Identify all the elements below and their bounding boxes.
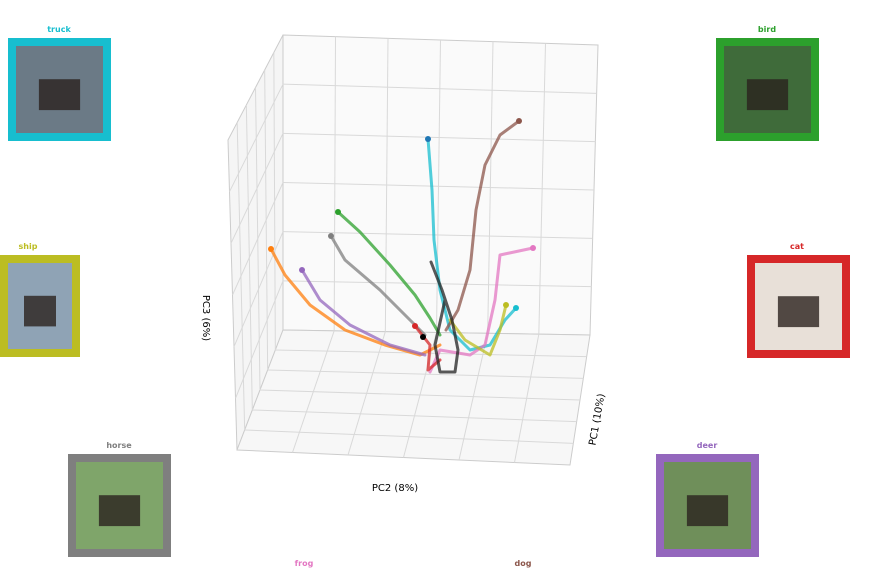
image-label: cat (790, 242, 804, 251)
image-label: truck (47, 25, 71, 34)
z-axis-label: PC3 (6%) (200, 295, 211, 341)
x-axis-label: PC2 (8%) (372, 483, 418, 494)
image-subject (746, 79, 789, 111)
image-subject (24, 295, 56, 327)
grid-line (259, 389, 581, 401)
image-frame (747, 255, 850, 358)
3d-axes (227, 34, 599, 466)
grid-line (275, 349, 587, 358)
trajectory (448, 303, 508, 357)
trajectory (300, 268, 427, 357)
grid-line (229, 83, 284, 192)
grid-line (282, 83, 597, 94)
y-axis-label: PC1 (10%) (588, 393, 608, 447)
image-label: deer (697, 441, 718, 450)
image-label: frog (295, 559, 314, 568)
trajectories (268, 118, 536, 374)
trajectory (428, 246, 535, 374)
trajectory (444, 119, 521, 332)
image-subject (98, 495, 141, 527)
image-label: dog (515, 559, 532, 568)
grid-line (244, 429, 574, 444)
image-label: bird (758, 25, 776, 34)
image-frame (0, 255, 80, 357)
grid-line (232, 182, 284, 296)
end-points (268, 118, 536, 340)
trajectory (429, 260, 460, 374)
thumbnails: truck ship horse frog dog deer cat bird (0, 25, 850, 568)
grid-line (282, 231, 593, 239)
trajectory (336, 210, 442, 337)
grid-line (252, 409, 577, 423)
image-subject (777, 296, 820, 328)
grid-line (282, 280, 592, 288)
grid-line (235, 280, 284, 399)
grid-line (230, 133, 284, 244)
grid-line (282, 182, 595, 191)
image-label: ship (19, 242, 38, 251)
grid-line (267, 369, 584, 379)
grid-line (282, 132, 596, 143)
image-subject (38, 79, 81, 111)
image-subject (686, 495, 729, 527)
grid-line (233, 231, 284, 347)
image-label: horse (106, 441, 132, 450)
